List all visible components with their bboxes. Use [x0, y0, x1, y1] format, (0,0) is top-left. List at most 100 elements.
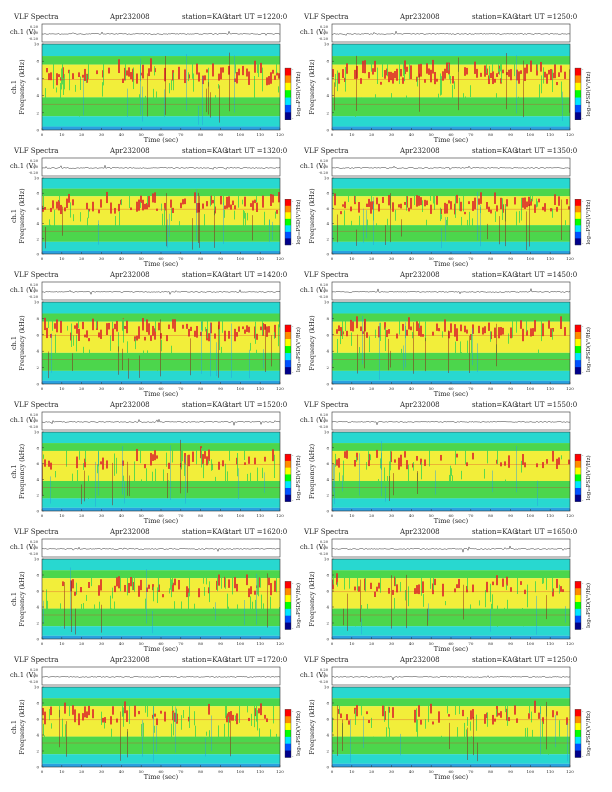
- y-tick-label: 4: [326, 221, 329, 226]
- intensity-patch: [422, 581, 424, 594]
- colorbar-frame: [574, 324, 582, 375]
- intensity-patch: [258, 708, 260, 714]
- intensity-patch: [444, 68, 446, 79]
- colorbar-tick-label: -: [582, 625, 584, 630]
- intensity-patch: [96, 70, 98, 75]
- intensity-patch: [486, 581, 488, 593]
- spectral-streak: [228, 606, 229, 627]
- intensity-patch: [522, 454, 524, 465]
- spectral-streak: [181, 447, 182, 470]
- spectral-streak: [208, 67, 209, 87]
- spectral-streak: [508, 333, 509, 344]
- spectral-streak: [134, 575, 135, 592]
- intensity-patch: [356, 65, 358, 79]
- colorbar-tick-label: -: [292, 116, 294, 121]
- intensity-patch: [432, 59, 434, 74]
- x-tick-label: 0: [41, 132, 44, 137]
- intensity-patch: [444, 319, 446, 332]
- x-tick-label: 110: [256, 386, 264, 391]
- colorbar-segment: [285, 212, 291, 220]
- spectral-streak: [257, 710, 258, 731]
- spectral-streak: [172, 577, 173, 585]
- x-axis-label: Time (sec): [434, 390, 469, 398]
- spectral-streak: [496, 93, 497, 103]
- colorbar-segment: [575, 331, 581, 340]
- colorbar-segment: [285, 104, 291, 113]
- y-tick-label: 10: [34, 685, 40, 690]
- intensity-patch: [426, 63, 428, 74]
- spectral-streak: [333, 575, 334, 585]
- intensity-patch: [476, 68, 478, 78]
- intensity-patch: [200, 331, 202, 337]
- panel-title: VLF Spectra: [303, 401, 348, 409]
- intensity-patch: [88, 705, 90, 716]
- spectral-streak: [455, 341, 456, 364]
- spectral-streak: [471, 333, 472, 357]
- spectral-streak: [46, 589, 47, 614]
- intensity-patch: [74, 325, 76, 329]
- intensity-patch: [138, 585, 140, 597]
- x-tick-label: 30: [389, 513, 395, 518]
- x-tick-label: 120: [276, 513, 284, 518]
- spectral-streak: [154, 725, 155, 733]
- spectral-streak: [116, 457, 117, 474]
- intensity-patch: [446, 62, 448, 73]
- spectral-streak: [499, 68, 500, 75]
- channel-tick-label: 0.00: [30, 289, 39, 293]
- channel-waveform: [331, 545, 571, 554]
- x-axis-label: Time (sec): [144, 773, 179, 781]
- x-tick-label: 80: [488, 386, 494, 391]
- spectral-streak: [203, 577, 204, 584]
- panel-start-ut: start UT =1250:0: [515, 656, 577, 664]
- channel-tick-label: 0.20: [30, 283, 39, 287]
- intensity-patch: [502, 327, 504, 335]
- intensity-patch: [564, 71, 566, 79]
- colorbar-frame: [284, 199, 292, 246]
- intensity-patch: [146, 202, 148, 210]
- x-tick-label: 70: [178, 256, 184, 261]
- intensity-patch: [522, 328, 524, 342]
- spectral-streak: [143, 350, 144, 363]
- spectral-streak: [448, 63, 449, 71]
- spectral-streak: [134, 461, 135, 483]
- intensity-patch: [194, 192, 196, 204]
- intensity-patch: [66, 198, 68, 209]
- spectral-streak: [260, 575, 261, 588]
- intensity-patch: [416, 455, 418, 461]
- spectral-streak: [99, 489, 100, 498]
- colorbar-segment: [285, 729, 291, 738]
- x-tick-label: 100: [527, 256, 535, 261]
- colorbar-segment: [285, 367, 291, 375]
- channel-label: ch.1 (V): [300, 28, 326, 36]
- spectral-streak: [450, 75, 451, 84]
- x-tick-label: 90: [508, 769, 514, 774]
- intensity-patch: [148, 323, 150, 335]
- intensity-patch: [360, 78, 362, 84]
- y-axis-channel-label: ch.1: [10, 80, 18, 94]
- spectral-streak: [342, 318, 343, 340]
- intensity-patch: [254, 590, 256, 595]
- spectral-streak: [399, 318, 400, 335]
- intensity-patch: [84, 706, 86, 718]
- spectral-streak: [235, 715, 236, 721]
- spectral-streak: [409, 61, 410, 80]
- intensity-patch: [244, 196, 246, 207]
- intensity-patch: [398, 204, 400, 208]
- intensity-patch: [118, 203, 120, 212]
- spectral-streak: [440, 207, 441, 222]
- spectral-streak: [512, 320, 513, 338]
- band-upper-green: [332, 313, 570, 322]
- colorbar-tick-label: -: [582, 67, 584, 72]
- intensity-patch: [44, 459, 46, 467]
- x-tick-label: 120: [276, 641, 284, 646]
- colorbar-segment: [575, 104, 581, 113]
- intensity-patch: [434, 578, 436, 586]
- intensity-patch: [78, 328, 80, 341]
- spectral-streak: [541, 318, 542, 342]
- intensity-patch: [350, 206, 352, 212]
- colorbar-segment: [285, 736, 291, 744]
- channel-tick-label: 0.00: [320, 419, 329, 423]
- intensity-patch: [474, 61, 476, 74]
- x-tick-label: 20: [369, 386, 375, 391]
